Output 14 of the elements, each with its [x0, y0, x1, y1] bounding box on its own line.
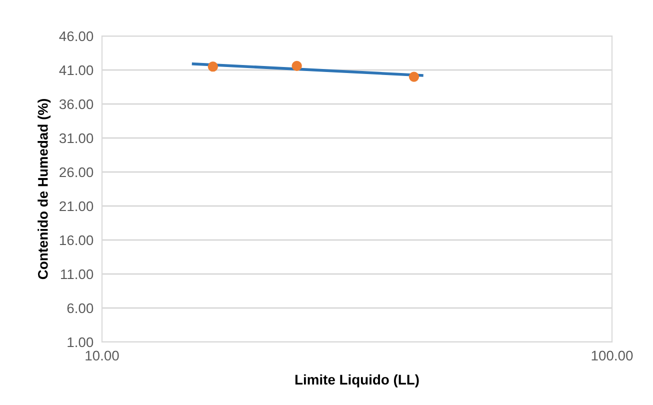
y-tick-label: 16.00 [60, 235, 94, 246]
y-tick-label: 46.00 [59, 31, 94, 42]
x-axis-title: Limite Liquido (LL) [295, 374, 419, 388]
y-tick-label: 1.00 [68, 337, 94, 348]
y-tick-label: 6.00 [67, 303, 94, 314]
y-tick-label: 11.00 [60, 269, 94, 280]
y-tick-label: 31.00 [59, 133, 94, 144]
y-tick-label: 26.00 [60, 167, 94, 178]
y-tick-label: 41.00 [59, 65, 94, 76]
x-tick-label: 10.00 [86, 350, 119, 361]
y-tick-label: 21.00 [60, 201, 94, 212]
y-tick-label: 36.00 [59, 99, 94, 110]
x-tick-label: 100.00 [592, 350, 633, 361]
y-axis-title: Contenido de Humedad (%) [38, 99, 51, 280]
